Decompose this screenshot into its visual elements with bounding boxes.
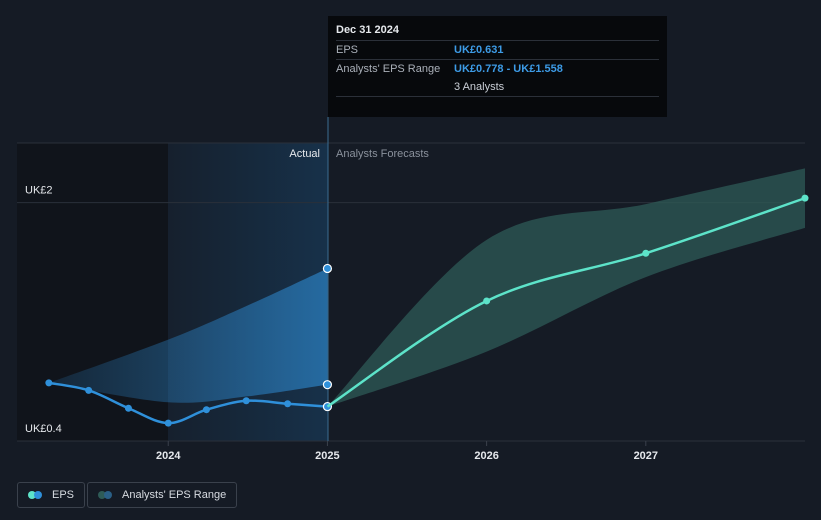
tooltip-label: Analysts' EPS Range: [336, 63, 441, 75]
range-end-dot: [322, 380, 333, 390]
tooltip-date: Dec 31 2024: [336, 24, 399, 36]
x-tick-label: 2026: [474, 450, 498, 462]
range-band: [327, 168, 805, 407]
legend-label: EPS: [52, 489, 75, 501]
y-tick-label: UK£2: [25, 185, 53, 197]
legend-icon: [98, 491, 114, 499]
eps-dot: [85, 386, 93, 394]
legend-label: Analysts' EPS Range: [122, 489, 227, 501]
eps-dot: [164, 419, 172, 427]
x-tick-label: 2024: [156, 450, 181, 462]
eps-line: [326, 196, 806, 408]
legend-icon: [28, 491, 44, 499]
actual-label: Actual: [289, 148, 320, 160]
eps-dot: [642, 249, 650, 257]
tooltip-value: UK£0.631: [454, 44, 504, 56]
eps-dot: [202, 406, 210, 414]
tooltip-label: EPS: [336, 44, 359, 56]
legend-item[interactable]: EPS: [17, 482, 86, 508]
eps-dot: [284, 400, 292, 408]
eps-dot: [483, 297, 491, 305]
range-end-dot: [322, 263, 333, 274]
tooltip-row: Analysts' EPS Range UK£0.778 - UK£1.558: [336, 59, 659, 78]
eps-dot: [124, 404, 132, 412]
tooltip-row: EPS UK£0.631: [336, 40, 659, 59]
tooltip: Dec 31 2024 EPS UK£0.631 Analysts' EPS Ra…: [328, 16, 667, 117]
y-tick-label: UK£0.4: [25, 423, 62, 435]
range-band: [48, 268, 328, 403]
eps-dot: [45, 379, 53, 387]
tooltip-note: 3 Analysts: [336, 78, 659, 97]
x-tick-label: 2027: [634, 450, 658, 462]
eps-dot: [801, 194, 809, 202]
x-tick-label: 2025: [315, 450, 339, 462]
tooltip-value: UK£0.778 - UK£1.558: [454, 63, 563, 75]
forecast-label: Analysts Forecasts: [336, 148, 429, 160]
legend-item[interactable]: Analysts' EPS Range: [87, 482, 238, 508]
eps-dot: [242, 397, 250, 405]
